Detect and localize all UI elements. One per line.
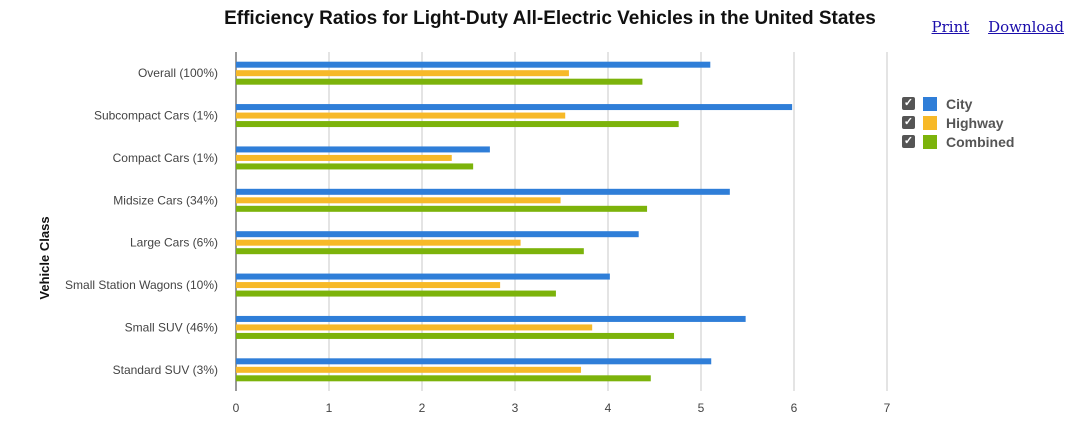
bar-highway [236,366,582,373]
bar-combined [236,121,679,128]
legend-swatch-combined [923,134,937,149]
legend-label-combined: Combined [946,133,1015,150]
bar-city [236,231,639,238]
checkbox-icon[interactable]: ✓ [902,97,915,110]
legend-swatch-highway [923,115,937,130]
legend-swatch-city [923,96,937,111]
bar-highway [236,70,569,77]
bar-highway [236,282,501,289]
print-link[interactable]: Print [931,18,970,36]
x-tick-label: 1 [326,401,333,415]
bar-highway [236,239,521,246]
legend-item-combined[interactable]: ✓ Combined [902,132,1014,151]
legend-item-city[interactable]: ✓ City [902,94,1014,113]
bar-city [236,104,793,111]
bar-combined [236,375,651,382]
legend-label-city: City [946,95,973,112]
y-axis-title: Vehicle Class [37,216,52,299]
x-tick-label: 2 [419,401,426,415]
x-tick-label: 3 [512,401,519,415]
category-label: Compact Cars (1%) [113,151,218,165]
bar-combined [236,78,643,85]
bar-combined [236,290,556,297]
x-tick-label: 0 [233,401,240,415]
bar-city [236,315,746,322]
category-label: Large Cars (6%) [130,236,218,250]
legend: ✓ City ✓ Highway ✓ Combined [902,94,1014,151]
download-link[interactable]: Download [988,18,1064,36]
checkbox-icon[interactable]: ✓ [902,116,915,129]
checkbox-icon[interactable]: ✓ [902,135,915,148]
bar-combined [236,205,648,212]
header-links: Print Download [918,18,1064,36]
chart-title: Efficiency Ratios for Light-Duty All-Ele… [224,8,876,29]
x-tick-label: 7 [884,401,891,415]
category-label: Subcompact Cars (1%) [94,109,218,123]
x-tick-label: 6 [791,401,798,415]
bar-combined [236,332,675,339]
bar-highway [236,324,593,331]
category-label: Small Station Wagons (10%) [65,278,218,292]
legend-label-highway: Highway [946,114,1004,131]
bar-city [236,188,730,195]
category-label: Overall (100%) [138,66,218,80]
bar-highway [236,112,566,119]
bar-highway [236,154,452,161]
bar-combined [236,163,474,170]
category-label: Standard SUV (3%) [113,363,218,377]
bar-city [236,61,711,68]
bar-city [236,358,712,365]
bar-combined [236,248,584,255]
bar-highway [236,197,561,204]
bar-city [236,146,490,153]
category-label: Small SUV (46%) [125,320,218,334]
legend-item-highway[interactable]: ✓ Highway [902,113,1014,132]
x-tick-label: 5 [698,401,705,415]
category-label: Midsize Cars (34%) [113,193,218,207]
bar-city [236,273,610,280]
x-tick-label: 4 [605,401,612,415]
